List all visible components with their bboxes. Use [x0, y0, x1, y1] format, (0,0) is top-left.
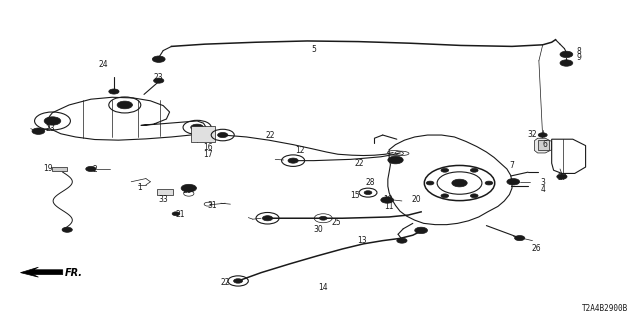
Circle shape: [415, 227, 428, 234]
Text: T2A4B2900B: T2A4B2900B: [582, 304, 628, 313]
Circle shape: [172, 212, 180, 216]
Circle shape: [507, 179, 520, 185]
Text: 23: 23: [45, 124, 55, 132]
Text: 19: 19: [43, 164, 53, 173]
Circle shape: [557, 174, 567, 179]
Text: 24: 24: [99, 60, 109, 68]
Text: 8: 8: [577, 47, 582, 56]
Circle shape: [426, 181, 434, 185]
Circle shape: [191, 124, 204, 131]
Circle shape: [109, 89, 119, 94]
Circle shape: [485, 181, 493, 185]
Text: 26: 26: [531, 244, 541, 253]
Text: 12: 12: [295, 146, 304, 155]
Text: 30: 30: [314, 225, 324, 234]
Bar: [538, 140, 549, 150]
Circle shape: [560, 60, 573, 66]
Circle shape: [181, 184, 196, 192]
Text: 22: 22: [355, 159, 364, 168]
Circle shape: [44, 117, 61, 125]
Text: 31: 31: [207, 201, 218, 210]
Circle shape: [62, 227, 72, 232]
Bar: [52, 167, 67, 171]
Circle shape: [381, 197, 394, 203]
Text: 11: 11: [384, 202, 393, 211]
Text: 6: 6: [543, 140, 548, 149]
Circle shape: [218, 132, 228, 138]
Text: 22: 22: [221, 278, 230, 287]
Circle shape: [288, 158, 298, 163]
Text: 28: 28: [365, 178, 374, 187]
Text: 1: 1: [137, 183, 142, 192]
Circle shape: [452, 179, 467, 187]
Text: 21: 21: [176, 210, 185, 219]
Text: 32: 32: [527, 130, 538, 139]
Circle shape: [388, 156, 403, 164]
Text: 25: 25: [331, 218, 341, 227]
Polygon shape: [20, 267, 63, 277]
Circle shape: [470, 194, 478, 198]
Circle shape: [441, 194, 449, 198]
Text: 23: 23: [154, 73, 164, 82]
Text: 15: 15: [350, 191, 360, 200]
Circle shape: [48, 119, 57, 123]
Text: 7: 7: [509, 161, 515, 170]
Text: 10: 10: [383, 195, 394, 204]
Circle shape: [397, 238, 407, 243]
Polygon shape: [534, 138, 552, 153]
Circle shape: [262, 216, 273, 221]
Circle shape: [560, 51, 573, 58]
Circle shape: [32, 128, 45, 134]
Circle shape: [234, 279, 243, 283]
Circle shape: [538, 133, 547, 137]
Text: 20: 20: [411, 195, 421, 204]
Circle shape: [154, 78, 164, 83]
Text: 4: 4: [540, 185, 545, 194]
Circle shape: [319, 216, 327, 220]
Text: 29: 29: [182, 186, 192, 195]
Text: 13: 13: [356, 236, 367, 245]
Circle shape: [152, 56, 165, 62]
Text: 2: 2: [92, 165, 97, 174]
Text: 17: 17: [203, 150, 213, 159]
Circle shape: [515, 236, 525, 241]
Text: 9: 9: [577, 53, 582, 62]
Circle shape: [470, 168, 478, 172]
Circle shape: [117, 101, 132, 109]
Text: 14: 14: [318, 283, 328, 292]
Circle shape: [86, 166, 96, 172]
Circle shape: [441, 168, 449, 172]
Text: 5: 5: [311, 45, 316, 54]
Text: FR.: FR.: [65, 268, 83, 278]
Circle shape: [364, 191, 372, 195]
Text: 33: 33: [158, 195, 168, 204]
Text: 3: 3: [540, 178, 545, 187]
Text: 16: 16: [203, 143, 213, 152]
Text: 22: 22: [266, 131, 275, 140]
Bar: [191, 126, 215, 142]
Text: 27: 27: [557, 173, 567, 182]
Bar: [157, 189, 173, 195]
